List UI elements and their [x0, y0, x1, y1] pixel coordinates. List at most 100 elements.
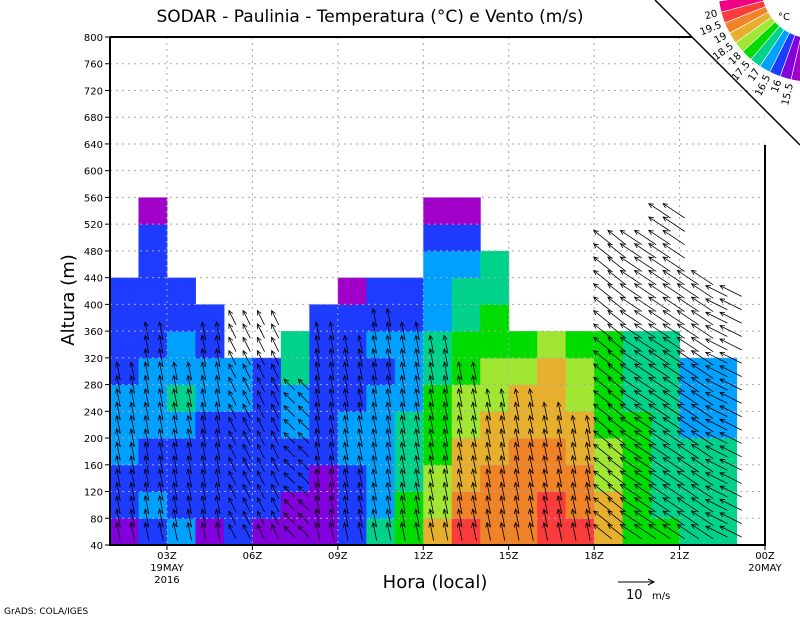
- wind-arrow-head: [633, 363, 640, 369]
- wind-arrow-shaft: [201, 322, 207, 341]
- wind-arrow-head: [399, 441, 405, 448]
- wind-arrow: [143, 388, 150, 408]
- wind-arrow: [242, 523, 251, 540]
- wind-arrow: [648, 229, 671, 246]
- wind-arrow: [172, 468, 178, 488]
- wind-arrow-shaft: [648, 457, 671, 473]
- wind-arrow-head: [271, 416, 276, 423]
- wind-arrow: [328, 414, 335, 434]
- wind-arrow: [442, 481, 449, 501]
- temperature-cell: [309, 491, 339, 519]
- wind-arrow: [719, 338, 742, 351]
- wind-arrow-head: [214, 414, 220, 421]
- wind-arrow: [719, 285, 742, 297]
- wind-arrow-shaft: [634, 443, 657, 459]
- wind-arrow: [442, 521, 449, 541]
- wind-arrow-head: [157, 468, 163, 475]
- wind-arrow-shaft: [648, 470, 671, 486]
- wind-arrow-shaft: [586, 469, 591, 488]
- wind-arrow-head: [592, 350, 599, 356]
- wind-arrow-head: [662, 216, 669, 222]
- wind-arrow-shaft: [216, 348, 221, 367]
- wind-arrow-head: [676, 403, 683, 409]
- wind-arrow: [115, 441, 121, 461]
- wind-arrow: [186, 361, 192, 381]
- temperature-cell: [537, 438, 567, 466]
- wind-arrow: [143, 481, 150, 501]
- temperature-cell: [651, 384, 681, 412]
- wind-arrow-head: [485, 521, 491, 528]
- temperature-cell: [394, 357, 424, 386]
- temperature-cell: [537, 518, 567, 546]
- wind-arrow: [633, 443, 657, 459]
- wind-arrow-shaft: [415, 455, 420, 474]
- wind-arrow-head: [283, 498, 289, 505]
- wind-arrow-shaft: [372, 455, 378, 474]
- wind-arrow-head: [456, 521, 462, 528]
- wind-arrow-head: [528, 401, 534, 408]
- wind-arrow-head: [648, 470, 654, 476]
- wind-arrow-head: [342, 454, 348, 461]
- wind-arrow: [371, 441, 378, 461]
- wind-arrow-shaft: [677, 377, 700, 393]
- wind-arrow-shaft: [256, 497, 265, 513]
- wind-arrow-shaft: [458, 469, 463, 488]
- wind-arrow-head: [314, 494, 320, 501]
- wind-arrow: [633, 523, 657, 540]
- wind-arrow-head: [371, 508, 377, 515]
- wind-arrow-shaft: [130, 415, 135, 434]
- wind-arrow-shaft: [662, 296, 685, 312]
- wind-arrow: [200, 321, 207, 341]
- temperature-cell: [679, 464, 709, 493]
- wind-arrow: [172, 374, 178, 394]
- wind-arrow: [471, 374, 477, 394]
- wind-arrow-shaft: [297, 445, 310, 458]
- temperature-cell: [110, 384, 139, 412]
- wind-arrow: [471, 361, 477, 381]
- wind-arrow-shaft: [472, 455, 477, 474]
- wind-arrow: [271, 336, 280, 352]
- temperature-cell: [337, 464, 367, 493]
- wind-arrow: [200, 454, 207, 474]
- wind-arrow-head: [342, 468, 348, 475]
- wind-arrow-head: [528, 508, 534, 515]
- temperature-cell: [679, 518, 709, 546]
- wind-arrow-shaft: [216, 362, 221, 381]
- wind-arrow: [648, 256, 671, 272]
- wind-arrow-shaft: [415, 322, 420, 341]
- wind-arrow-shaft: [593, 323, 612, 339]
- wind-arrow-shaft: [242, 390, 251, 406]
- wind-arrow: [271, 309, 280, 326]
- wind-arrow-shaft: [593, 524, 612, 540]
- wind-arrow-head: [456, 441, 462, 448]
- temperature-cell: [138, 464, 168, 493]
- temperature-cell: [480, 464, 510, 493]
- wind-arrow: [499, 401, 506, 421]
- wind-arrow: [570, 468, 577, 488]
- wind-arrow: [297, 498, 310, 511]
- wind-arrow-shaft: [159, 335, 164, 354]
- wind-arrow-shaft: [201, 348, 207, 367]
- wind-arrow-head: [297, 378, 304, 385]
- wind-arrow: [357, 414, 363, 434]
- wind-arrow-shaft: [486, 442, 491, 461]
- wind-arrow-head: [283, 458, 289, 465]
- temperature-cell: [138, 224, 168, 252]
- wind-arrow-shaft: [358, 469, 363, 488]
- wind-arrow-head: [357, 361, 363, 368]
- wind-arrow: [704, 365, 728, 377]
- wind-arrow-shaft: [144, 362, 150, 381]
- wind-arrow-head: [662, 203, 669, 209]
- temperature-cell: [337, 411, 367, 439]
- wind-arrow: [704, 485, 728, 498]
- temperature-cell: [451, 518, 481, 546]
- wind-arrow: [619, 376, 643, 393]
- wind-arrow: [342, 374, 349, 394]
- wind-arrow-shaft: [242, 430, 251, 446]
- wind-arrow-head: [129, 494, 135, 501]
- wind-arrow-head: [186, 401, 192, 408]
- wind-arrow: [129, 481, 135, 501]
- wind-arrow: [115, 374, 121, 394]
- wind-arrow-shaft: [429, 415, 434, 434]
- wind-arrow-head: [607, 323, 613, 329]
